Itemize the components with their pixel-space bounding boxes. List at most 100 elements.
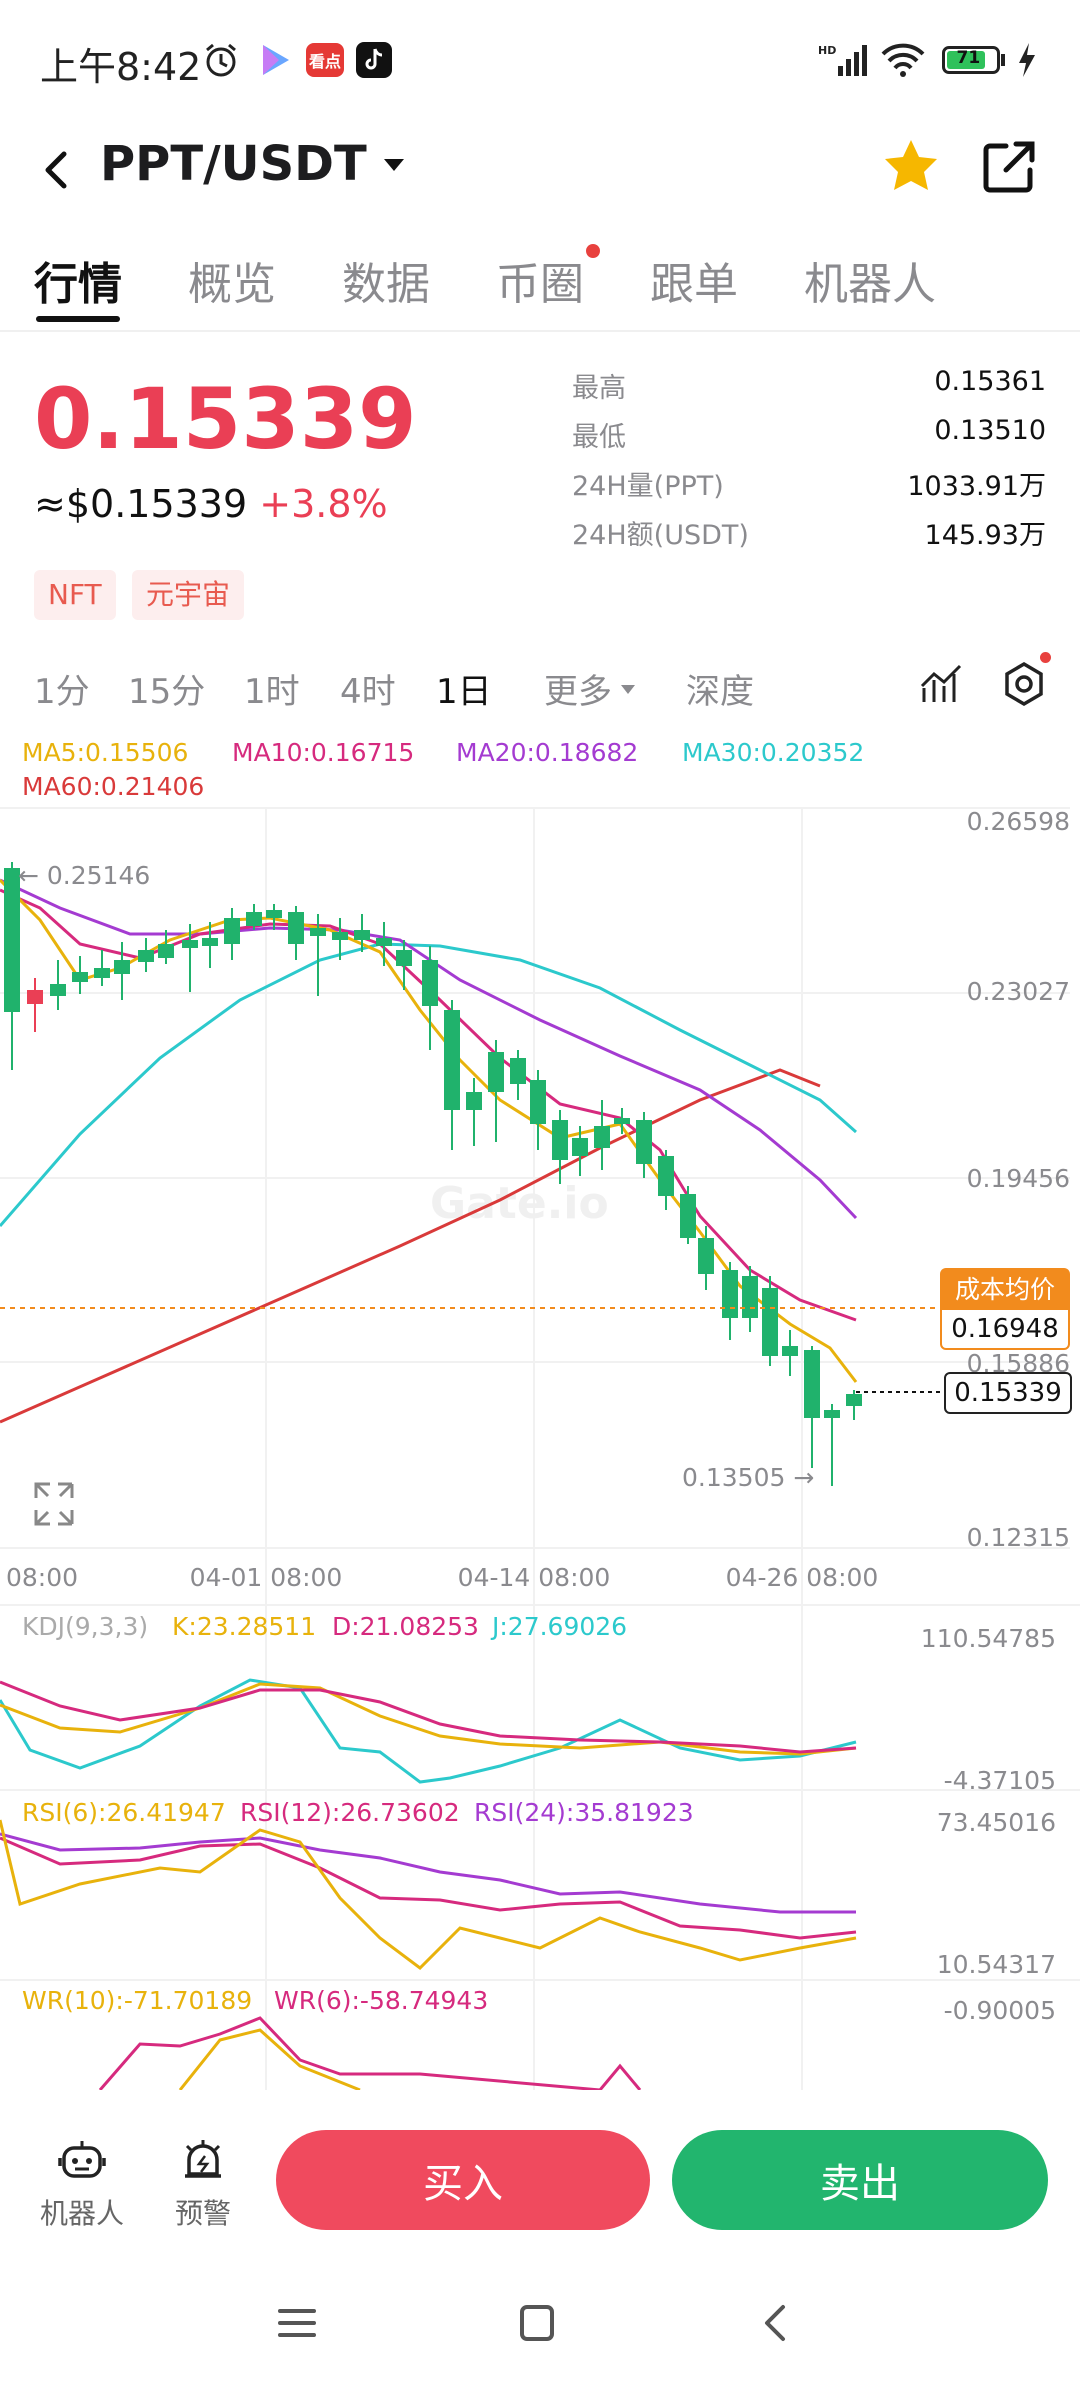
candle: [594, 1100, 610, 1170]
menu-icon[interactable]: [272, 2298, 322, 2348]
tf-15m[interactable]: 15分: [128, 672, 206, 712]
tiktok-icon: [356, 42, 392, 78]
kandian-app-icon: 看点: [306, 43, 344, 77]
wr-6-value: WR(6):-58.74943: [274, 1986, 489, 2015]
candle: [698, 1226, 714, 1290]
candle-body: [488, 1052, 504, 1092]
candle: [530, 1070, 546, 1150]
kdj-k-line: [0, 1682, 857, 1756]
stat-volume-label: 24H量(PPT): [572, 471, 724, 502]
fullscreen-icon[interactable]: [34, 1482, 74, 1526]
candle-body: [466, 1092, 482, 1110]
legend-ma60: MA60:0.21406: [22, 772, 205, 801]
candle-body: [138, 950, 154, 962]
x-tick-2: 04-14 08:00: [458, 1563, 611, 1592]
wr-max: -0.90005: [943, 1996, 1056, 2025]
legend-ma5: MA5:0.15506: [22, 738, 189, 767]
kdj-j-line: [0, 1678, 857, 1784]
candle: [488, 1040, 504, 1142]
candle-body: [158, 944, 174, 958]
candle: [572, 1126, 588, 1176]
tab-bot[interactable]: 机器人: [804, 259, 936, 310]
candle-body: [510, 1058, 526, 1084]
favorite-star-icon[interactable]: [878, 134, 944, 200]
candle: [138, 938, 154, 972]
tf-1h[interactable]: 1时: [244, 672, 300, 712]
tab-market[interactable]: 行情: [34, 259, 122, 310]
tab-copy-trading[interactable]: 跟单: [650, 259, 738, 310]
play-store-icon: [256, 40, 296, 80]
y-tick-4: 0.12315: [967, 1523, 1070, 1552]
status-bar: 上午8:42 看点 HD 71: [0, 0, 1080, 120]
rsi-max: 73.45016: [936, 1808, 1056, 1837]
candle: [288, 906, 304, 960]
tf-depth[interactable]: 深度: [686, 672, 754, 712]
candle-body: [4, 868, 20, 1012]
legend-ma20: MA20:0.18682: [456, 738, 639, 767]
ma60-line: [0, 1068, 821, 1424]
tab-overview[interactable]: 概览: [188, 259, 276, 310]
battery-icon: 71: [940, 40, 1006, 80]
y-tick-1: 0.23027: [967, 977, 1070, 1006]
candle-body: [552, 1120, 568, 1160]
candle-body: [804, 1350, 820, 1418]
tf-1m[interactable]: 1分: [34, 672, 90, 712]
bottom-action-bar: 机器人 预警 买入 卖出: [0, 2090, 1080, 2270]
candle-body: [266, 910, 282, 918]
candle: [310, 914, 326, 996]
candle-body: [680, 1194, 696, 1238]
candle-body: [27, 990, 43, 1004]
candle: [376, 922, 392, 966]
candle-body: [824, 1410, 840, 1418]
indicator-icon[interactable]: [918, 662, 964, 708]
candle: [466, 1078, 482, 1146]
tf-more[interactable]: 更多: [544, 664, 638, 713]
tf-1d[interactable]: 1日: [436, 672, 492, 712]
system-nav-bar: [0, 2270, 1080, 2400]
tag-nft[interactable]: NFT: [34, 570, 116, 620]
candle-body: [202, 938, 218, 946]
candlestick-chart[interactable]: Gate.io ← 0.25146 0.13505 → 0.26598 0.23…: [0, 800, 1080, 2090]
nav-back-icon[interactable]: [752, 2298, 802, 2348]
candle: [332, 918, 348, 960]
robot-button[interactable]: 机器人: [36, 2136, 128, 2232]
buy-button[interactable]: 买入: [276, 2130, 650, 2230]
tab-community[interactable]: 币圈: [496, 259, 584, 310]
pair-selector[interactable]: PPT/USDT: [100, 136, 409, 192]
status-time: 上午8:42: [40, 45, 202, 89]
candle: [636, 1112, 652, 1178]
stat-turnover-label: 24H额(USDT): [572, 520, 749, 551]
alert-button[interactable]: 预警: [160, 2136, 246, 2232]
back-button[interactable]: [30, 142, 86, 198]
settings-notification-dot: [1040, 652, 1051, 663]
tag-metaverse[interactable]: 元宇宙: [132, 570, 245, 620]
rsi-12-value: RSI(12):26.73602: [240, 1798, 460, 1827]
tf-more-label: 更多: [544, 672, 612, 712]
alarm-icon: [200, 40, 242, 80]
candle: [762, 1276, 778, 1366]
share-icon[interactable]: [976, 134, 1042, 200]
cost-average-label[interactable]: 成本均价: [940, 1268, 1070, 1308]
rsi-6-value: RSI(6):26.41947: [22, 1798, 226, 1827]
sell-button[interactable]: 卖出: [672, 2130, 1048, 2230]
tab-data[interactable]: 数据: [342, 259, 430, 310]
settings-gear-icon[interactable]: [1000, 652, 1051, 708]
kdj-max: 110.54785: [920, 1624, 1056, 1653]
candle: [552, 1110, 568, 1184]
y-tick-2: 0.19456: [967, 1164, 1070, 1193]
chart-watermark: Gate.io: [430, 1178, 609, 1229]
legend-ma30: MA30:0.20352: [682, 738, 865, 767]
candle: [824, 1404, 840, 1486]
candle: [94, 950, 110, 986]
candle-body: [224, 918, 240, 944]
kdj-d-line: [0, 1680, 857, 1754]
tf-4h[interactable]: 4时: [340, 672, 396, 712]
candle-body: [288, 912, 304, 944]
stat-high-value: 0.15361: [934, 366, 1046, 397]
caret-down-icon: [383, 159, 404, 171]
home-icon[interactable]: [512, 2298, 562, 2348]
candle: [224, 908, 240, 960]
low-price-marker: 0.13505 →: [682, 1463, 814, 1492]
candle: [742, 1266, 758, 1332]
kdj-title: KDJ(9,3,3): [22, 1612, 149, 1641]
